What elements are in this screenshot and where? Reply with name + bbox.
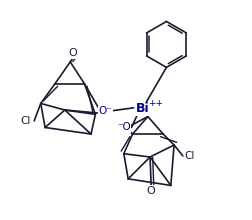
Text: ++: ++ — [148, 99, 164, 108]
Text: O⁻: O⁻ — [98, 106, 112, 116]
Text: Bi: Bi — [136, 102, 149, 116]
Text: ⁻O: ⁻O — [117, 123, 131, 132]
Text: Cl: Cl — [184, 151, 195, 161]
Text: Cl: Cl — [20, 116, 31, 126]
Text: O: O — [147, 186, 155, 196]
Text: O: O — [68, 48, 77, 58]
